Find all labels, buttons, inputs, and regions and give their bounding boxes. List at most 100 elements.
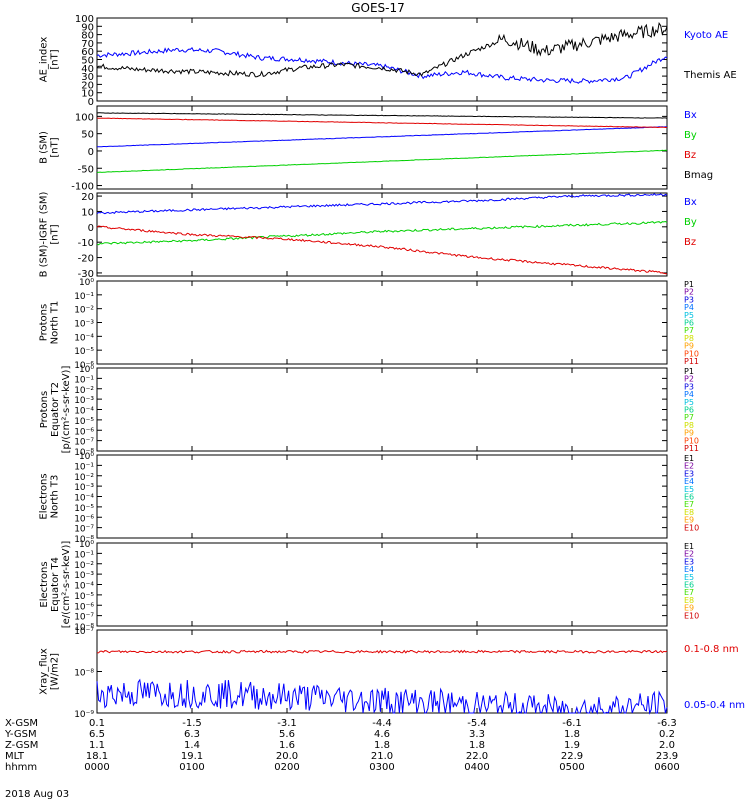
x-tick-label: 6.5	[89, 729, 105, 740]
x-tick-label: 1.8	[564, 729, 580, 740]
y-tick-label: 10⁻⁵	[74, 347, 94, 357]
y-tick-label: 0	[88, 223, 94, 234]
x-tick-label: 1.1	[89, 740, 105, 751]
x-tick-label: 2.0	[659, 740, 675, 751]
x-tick-label: 4.6	[374, 729, 390, 740]
legend-bmag: Bmag	[684, 170, 713, 181]
x-tick-label: -4.4	[372, 718, 392, 729]
y-tick-label: 10⁻⁷	[74, 627, 94, 637]
series-0-1-0-8-nm	[96, 649, 668, 654]
legend-e8: E8	[684, 596, 694, 605]
y-tick-label: 20	[81, 80, 94, 91]
y-tick-label: 10⁰	[79, 452, 94, 462]
y-tick-label: 10⁻⁴	[74, 494, 94, 504]
y-tick-label: 10⁻⁸	[74, 623, 94, 633]
legend-p7: P7	[684, 326, 694, 335]
y-axis-label: Electrons	[39, 473, 50, 519]
y-tick-label: 10⁻¹	[74, 375, 94, 385]
y-axis-label: B (SM)	[39, 131, 50, 164]
x-row-label: hhmm	[5, 762, 37, 773]
y-tick-label: -50	[78, 164, 94, 175]
legend-p4: P4	[684, 390, 694, 399]
y-tick-label: 10⁻⁷	[74, 613, 94, 623]
y-tick-label: 80	[81, 31, 94, 42]
legend-bz: Bz	[684, 237, 696, 248]
x-row-label: X-GSM	[5, 718, 38, 729]
y-tick-label: 10⁻³	[74, 396, 94, 406]
legend-e9: E9	[684, 604, 694, 613]
legend-p11: P11	[684, 357, 699, 366]
legend-0-05-0-4-nm: 0.05-0.4 nm	[684, 700, 745, 711]
y-axis-label: [nT]	[50, 49, 61, 69]
legend-p8: P8	[684, 334, 694, 343]
y-axis-label: North T1	[50, 301, 61, 345]
legend-bx: Bx	[684, 197, 697, 208]
legend-e5: E5	[684, 573, 694, 582]
y-tick-label: 50	[81, 130, 94, 141]
legend-p9: P9	[684, 429, 694, 438]
y-tick-label: 50	[81, 56, 94, 67]
panel-bsm_igrf: -30 -20 -10 0 10 20 B (SM)-IGRF (SM) [nT] Bx By Bz	[39, 192, 697, 280]
y-axis-label: [nT]	[50, 224, 61, 244]
x-tick-label: 1.8	[469, 740, 485, 751]
legend-p2: P2	[684, 288, 694, 297]
series-by	[96, 149, 667, 174]
legend-e10: E10	[684, 611, 699, 620]
x-tick-label: 1.8	[374, 740, 390, 751]
series-by	[96, 220, 668, 246]
x-row-label: Y-GSM	[4, 729, 37, 740]
legend-bz: Bz	[684, 150, 696, 161]
legend-e4: E4	[684, 477, 694, 486]
y-tick-label: 70	[81, 39, 94, 50]
x-row-label: Z-GSM	[5, 740, 38, 751]
y-tick-label: 10⁻⁶	[74, 427, 94, 437]
legend-p1: P1	[684, 280, 694, 289]
y-tick-label: 20	[81, 192, 94, 203]
y-axis-label: Xray_flux	[39, 648, 50, 695]
y-tick-label: 100	[75, 14, 94, 25]
y-tick-label: 10⁻⁶	[74, 361, 94, 371]
y-tick-label: 10⁻⁸	[74, 669, 94, 679]
panel-bsm: -100 -50 0 50 100 B (SM) [nT] Bx By Bz Bmag	[39, 105, 713, 193]
y-tick-label: 30	[81, 72, 94, 83]
y-tick-label: 10⁻³	[74, 320, 94, 330]
x-tick-label: 0.1	[89, 718, 105, 729]
y-tick-label: 10⁻³	[74, 571, 94, 581]
y-tick-label: 10⁰	[79, 365, 94, 375]
panel-frame	[96, 280, 668, 365]
series-bx	[96, 193, 668, 215]
legend-e8: E8	[684, 508, 694, 517]
series-themis-ae	[96, 22, 668, 78]
y-tick-label: -20	[78, 254, 94, 265]
panel-frame	[96, 454, 668, 539]
legend-e5: E5	[684, 485, 694, 494]
x-tick-label: 3.3	[469, 729, 485, 740]
y-tick-label: 40	[81, 64, 94, 75]
x-tick-label: 1.9	[564, 740, 580, 751]
y-tick-label: 10⁻¹	[74, 462, 94, 472]
legend-e3: E3	[684, 557, 694, 566]
x-tick-label: -6.3	[657, 718, 677, 729]
y-tick-label: 100	[75, 112, 94, 123]
y-axis-label: [nT]	[50, 137, 61, 157]
y-tick-label: 10⁻³	[74, 483, 94, 493]
y-tick-label: 10⁻²	[74, 473, 94, 483]
y-tick-label: 60	[81, 47, 94, 58]
legend-0-1-0-8-nm: 0.1-0.8 nm	[684, 644, 739, 655]
legend-e7: E7	[684, 500, 694, 509]
legend-p7: P7	[684, 413, 694, 422]
x-tick-label: 0.2	[659, 729, 675, 740]
y-tick-label: 10⁻²	[74, 386, 94, 396]
legend-p3: P3	[684, 295, 694, 304]
legend-p5: P5	[684, 398, 694, 407]
x-tick-label: 22.9	[561, 751, 583, 762]
y-tick-label: 10⁻⁹	[74, 710, 94, 720]
y-tick-label: 10⁻¹	[74, 292, 94, 302]
y-axis-label: North T3	[50, 475, 61, 519]
y-axis-label: Equator T2	[50, 382, 61, 437]
x-tick-label: 1.4	[184, 740, 200, 751]
y-tick-label: 10⁻⁵	[74, 504, 94, 514]
